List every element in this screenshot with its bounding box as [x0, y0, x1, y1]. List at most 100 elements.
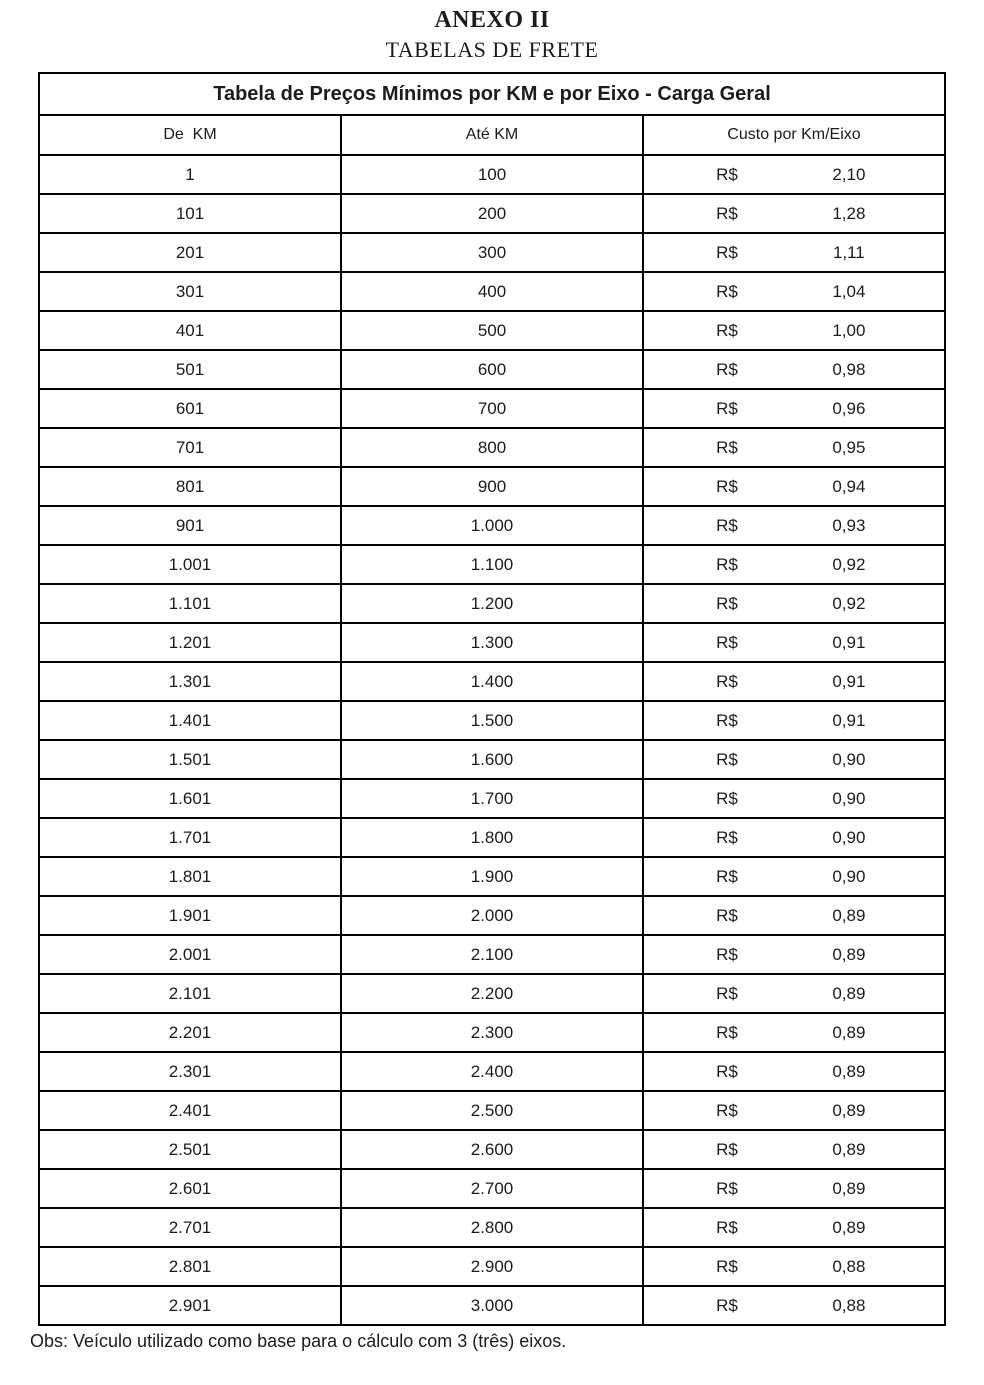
de-km-cell: 1.201: [38, 622, 342, 663]
custo-value: 2,10: [832, 164, 866, 184]
custo-value: 0,89: [832, 983, 866, 1003]
currency-symbol: R$: [716, 1100, 738, 1120]
custo-content: R$ 0,89: [644, 1023, 944, 1043]
de-km-cell: 101: [38, 193, 342, 234]
custo-cell: R$ 1,11: [642, 232, 946, 273]
table-row: 2.101 2.200 R$ 0,89: [38, 973, 946, 1014]
custo-content: R$ 0,89: [644, 906, 944, 926]
custo-value: 0,93: [832, 515, 866, 535]
custo-cell: R$ 0,98: [642, 349, 946, 390]
table-header-row: De KM Até KM Custo por Km/Eixo: [38, 114, 946, 156]
de-km-cell: 1.701: [38, 817, 342, 858]
custo-content: R$ 0,90: [644, 750, 944, 770]
custo-content: R$ 0,96: [644, 399, 944, 419]
custo-cell: R$ 0,89: [642, 1129, 946, 1170]
custo-content: R$ 0,89: [644, 945, 944, 965]
de-km-cell: 2.301: [38, 1051, 342, 1092]
de-km-cell: 1.301: [38, 661, 342, 702]
custo-content: R$ 0,91: [644, 672, 944, 692]
custo-cell: R$ 0,91: [642, 661, 946, 702]
custo-value: 0,90: [832, 749, 866, 769]
custo-value: 0,94: [832, 476, 866, 496]
currency-symbol: R$: [716, 515, 738, 535]
de-km-cell: 901: [38, 505, 342, 546]
de-km-cell: 2.901: [38, 1285, 342, 1326]
table-row: 1 100 R$ 2,10: [38, 154, 946, 195]
ate-km-cell: 2.000: [340, 895, 644, 936]
currency-symbol: R$: [716, 944, 738, 964]
de-km-cell: 601: [38, 388, 342, 429]
ate-km-cell: 900: [340, 466, 644, 507]
de-km-cell: 2.601: [38, 1168, 342, 1209]
table-row: 1.901 2.000 R$ 0,89: [38, 895, 946, 936]
custo-value: 0,89: [832, 1061, 866, 1081]
table-row: 901 1.000 R$ 0,93: [38, 505, 946, 546]
custo-content: R$ 0,90: [644, 867, 944, 887]
currency-symbol: R$: [716, 1295, 738, 1315]
de-km-cell: 1.001: [38, 544, 342, 585]
table-row: 601 700 R$ 0,96: [38, 388, 946, 429]
custo-value: 1,28: [832, 203, 866, 223]
custo-cell: R$ 0,92: [642, 544, 946, 585]
table-row: 1.301 1.400 R$ 0,91: [38, 661, 946, 702]
custo-cell: R$ 1,00: [642, 310, 946, 351]
table-row: 1.401 1.500 R$ 0,91: [38, 700, 946, 741]
column-header-ate-km: Até KM: [340, 114, 644, 156]
de-km-cell: 2.001: [38, 934, 342, 975]
table-row: 701 800 R$ 0,95: [38, 427, 946, 468]
custo-value: 0,91: [832, 710, 866, 730]
currency-symbol: R$: [716, 281, 738, 301]
currency-symbol: R$: [716, 1178, 738, 1198]
custo-content: R$ 0,91: [644, 633, 944, 653]
custo-cell: R$ 0,94: [642, 466, 946, 507]
de-km-cell: 1.801: [38, 856, 342, 897]
currency-symbol: R$: [716, 164, 738, 184]
table-row: 1.601 1.700 R$ 0,90: [38, 778, 946, 819]
table-row: 501 600 R$ 0,98: [38, 349, 946, 390]
table-row: 1.201 1.300 R$ 0,91: [38, 622, 946, 663]
table-row: 401 500 R$ 1,00: [38, 310, 946, 351]
de-km-cell: 301: [38, 271, 342, 312]
ate-km-cell: 300: [340, 232, 644, 273]
currency-symbol: R$: [716, 554, 738, 574]
custo-cell: R$ 0,91: [642, 700, 946, 741]
custo-cell: R$ 0,90: [642, 817, 946, 858]
custo-cell: R$ 1,28: [642, 193, 946, 234]
table-title: Tabela de Preços Mínimos por KM e por Ei…: [38, 72, 946, 116]
ate-km-cell: 2.200: [340, 973, 644, 1014]
de-km-cell: 1.101: [38, 583, 342, 624]
custo-value: 0,90: [832, 827, 866, 847]
currency-symbol: R$: [716, 788, 738, 808]
column-header-custo-km-eixo: Custo por Km/Eixo: [642, 114, 946, 156]
ate-km-cell: 1.700: [340, 778, 644, 819]
de-km-cell: 2.401: [38, 1090, 342, 1131]
table-row: 1.001 1.100 R$ 0,92: [38, 544, 946, 585]
custo-cell: R$ 0,89: [642, 895, 946, 936]
table-row: 2.401 2.500 R$ 0,89: [38, 1090, 946, 1131]
table-body: 1 100 R$ 2,10 101 200 R$ 1,28 201 300 R$…: [38, 154, 946, 1326]
de-km-cell: 2.101: [38, 973, 342, 1014]
footnote: Obs: Veículo utilizado como base para o …: [30, 1331, 567, 1351]
table-row: 2.701 2.800 R$ 0,89: [38, 1207, 946, 1248]
de-km-cell: 1.501: [38, 739, 342, 780]
currency-symbol: R$: [716, 242, 738, 262]
custo-content: R$ 0,92: [644, 555, 944, 575]
currency-symbol: R$: [716, 398, 738, 418]
custo-cell: R$ 0,93: [642, 505, 946, 546]
freight-price-table: Tabela de Preços Mínimos por KM e por Ei…: [38, 72, 946, 1326]
ate-km-cell: 3.000: [340, 1285, 644, 1326]
de-km-cell: 701: [38, 427, 342, 468]
page-title: ANEXO II: [434, 7, 550, 33]
custo-value: 0,89: [832, 1100, 866, 1120]
ate-km-cell: 2.900: [340, 1246, 644, 1287]
custo-value: 0,96: [832, 398, 866, 418]
custo-cell: R$ 0,96: [642, 388, 946, 429]
custo-value: 0,95: [832, 437, 866, 457]
custo-cell: R$ 0,88: [642, 1246, 946, 1287]
custo-content: R$ 0,89: [644, 1101, 944, 1121]
custo-content: R$ 0,98: [644, 360, 944, 380]
custo-content: R$ 0,90: [644, 789, 944, 809]
ate-km-cell: 1.500: [340, 700, 644, 741]
custo-value: 1,11: [832, 242, 865, 262]
